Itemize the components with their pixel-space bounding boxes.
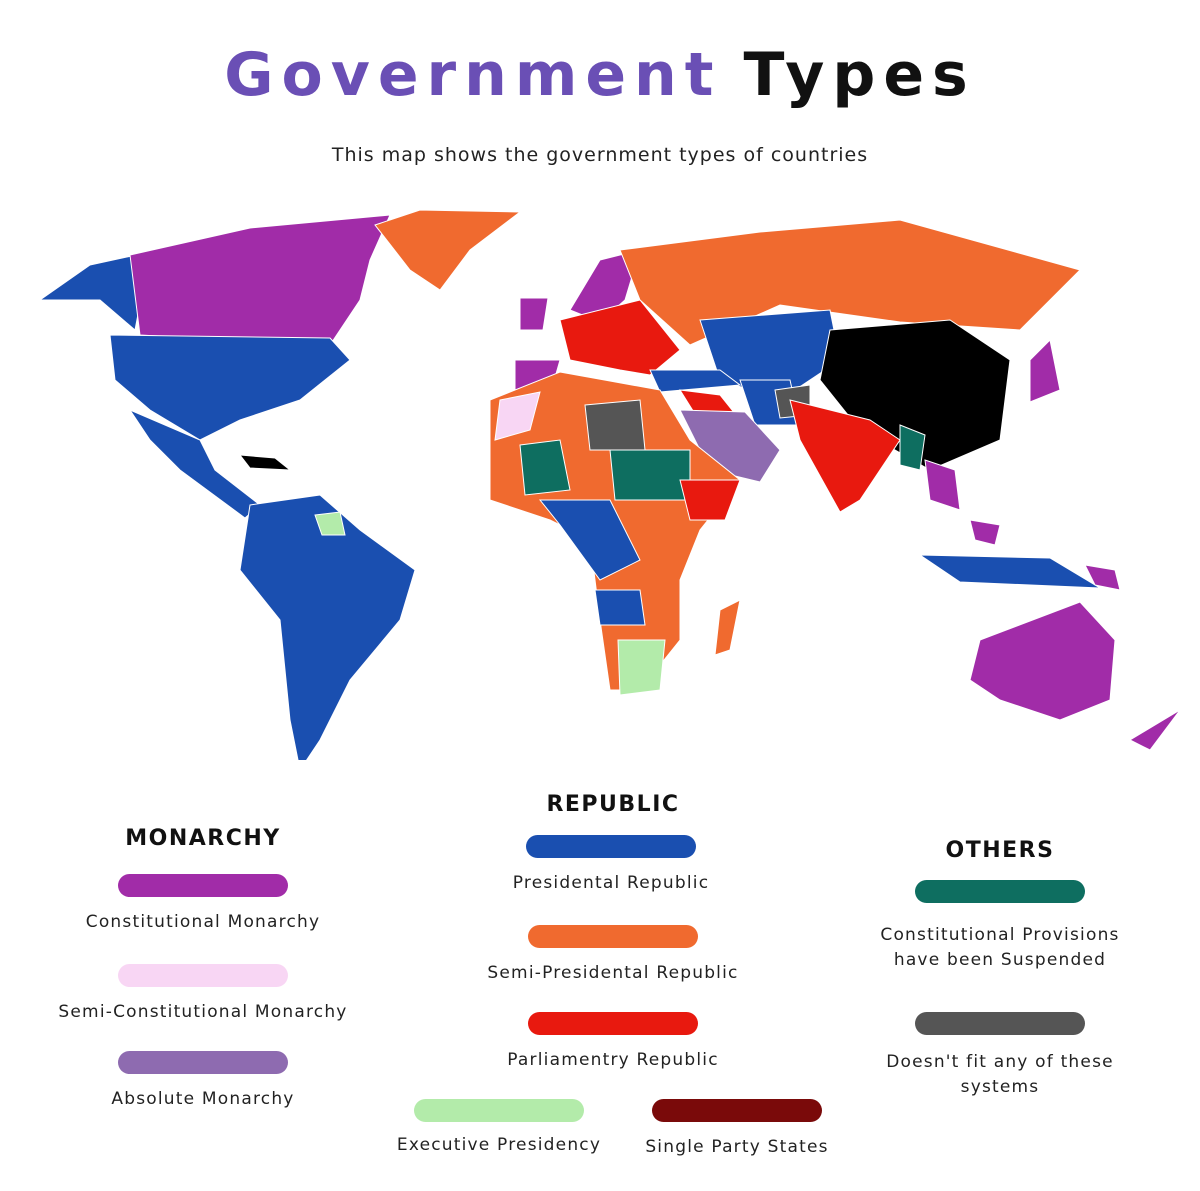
map-region [494, 391, 541, 441]
map-region [519, 439, 571, 496]
legend-swatch [118, 874, 288, 897]
map-region [969, 601, 1116, 721]
legend-label: Executive Presidency [396, 1135, 602, 1155]
legend-swatch [414, 1099, 584, 1122]
map-region [109, 334, 351, 441]
legend-swatch [526, 835, 696, 858]
map-region [1128, 709, 1181, 751]
legend-swatch [915, 1012, 1085, 1035]
map-region [519, 297, 549, 331]
legend-swatch [528, 1012, 698, 1035]
map-region [1029, 338, 1061, 403]
title-part: Government [224, 40, 722, 110]
map-region [238, 454, 292, 471]
legend-label: Single Party States [645, 1137, 829, 1157]
title: Government Types [0, 40, 1200, 110]
map-region [899, 424, 926, 471]
legend-label: Semi-Constitutional Monarchy [58, 1002, 348, 1022]
map-region [538, 499, 641, 581]
legend-swatch [915, 880, 1085, 903]
map-region [924, 459, 961, 511]
map-region [584, 399, 646, 451]
legend-swatch [528, 925, 698, 948]
map-region [617, 639, 666, 696]
map-region [374, 209, 522, 291]
map-region [969, 519, 1001, 546]
map-region [619, 219, 1081, 346]
legend-group-title: REPUBLIC [546, 792, 680, 817]
legend-label: Constitutional Monarchy [85, 912, 321, 932]
legend-group-title: MONARCHY [125, 826, 281, 851]
legend-label: Constitutional Provisions have been Susp… [880, 925, 1120, 970]
legend-label: Absolute Monarchy [111, 1089, 295, 1109]
legend-label: Presidental Republic [512, 873, 710, 893]
legend-swatch [118, 1051, 288, 1074]
title-part: Types [743, 40, 976, 110]
map-region [679, 479, 741, 521]
legend-label: Parliamentry Republic [507, 1050, 719, 1070]
legend-swatch [118, 964, 288, 987]
legend-label: Semi-Presidental Republic [487, 963, 739, 983]
map-region [594, 589, 646, 626]
map-region [129, 214, 391, 346]
map-region [649, 369, 742, 393]
map-region [918, 554, 1101, 589]
world-map [38, 209, 1181, 760]
legend-label: Doesn't fit any of these systems [886, 1052, 1114, 1097]
map-region [1084, 564, 1121, 591]
map-region [714, 599, 741, 656]
map-region [314, 511, 346, 536]
map-region [609, 449, 691, 501]
map-region [789, 399, 901, 513]
legend-swatch [652, 1099, 822, 1122]
map-region [239, 494, 416, 760]
subtitle: This map shows the government types of c… [331, 144, 869, 166]
legend-group-title: OTHERS [945, 838, 1055, 863]
